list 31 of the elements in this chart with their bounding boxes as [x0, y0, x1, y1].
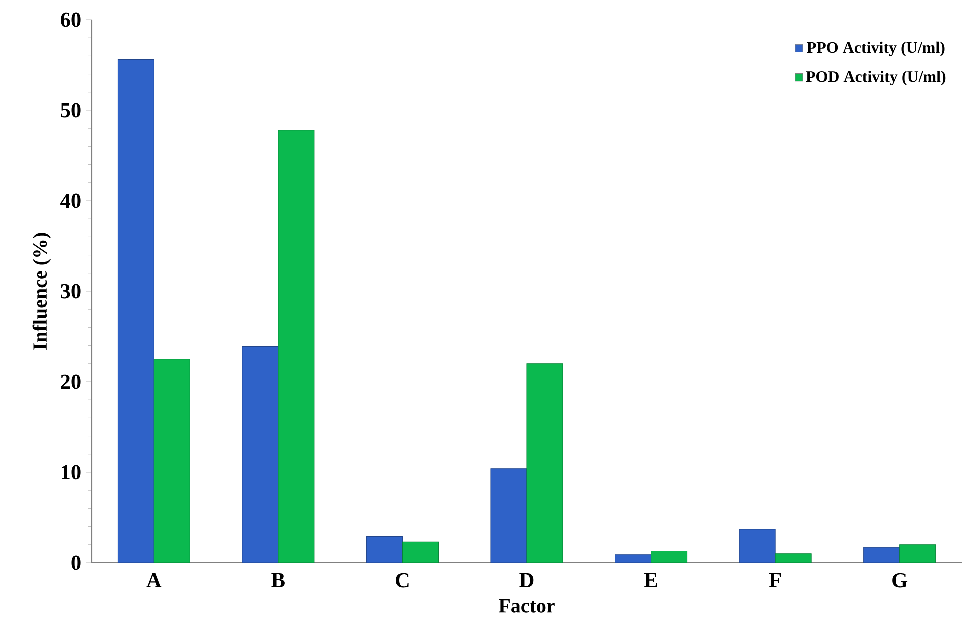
bar [366, 536, 403, 563]
bar [490, 468, 528, 563]
y-tick-label: 50 [61, 103, 81, 118]
bar [651, 551, 688, 563]
bar [739, 529, 776, 563]
bar [242, 346, 279, 563]
bar [278, 130, 315, 563]
x-tick-label: E [644, 573, 658, 588]
x-tick-label: C [396, 573, 409, 588]
y-axis-title: Influence (%) [32, 233, 52, 350]
bar [526, 364, 564, 563]
bar [615, 554, 652, 563]
bar [900, 544, 936, 563]
x-axis-title: Factor [499, 600, 555, 613]
x-tick-label: A [146, 573, 162, 588]
bar [864, 547, 900, 563]
bar [402, 542, 439, 563]
x-tick-label: B [272, 573, 285, 588]
legend-label: PPO Activity (U/ml) [807, 42, 945, 56]
bar [118, 60, 154, 563]
y-tick-label: 10 [62, 465, 81, 480]
y-tick-label: 40 [60, 194, 81, 208]
legend-label: POD Activity (U/ml) [806, 70, 946, 86]
y-tick-label: 0 [72, 556, 81, 570]
x-tick-label: D [520, 573, 534, 588]
y-tick-label: 20 [61, 374, 81, 390]
x-tick-label: G [892, 573, 908, 588]
bar [154, 359, 190, 563]
y-tick-label: 60 [61, 12, 81, 28]
y-tick-label: 30 [61, 284, 81, 299]
x-tick-label: F [769, 573, 782, 588]
